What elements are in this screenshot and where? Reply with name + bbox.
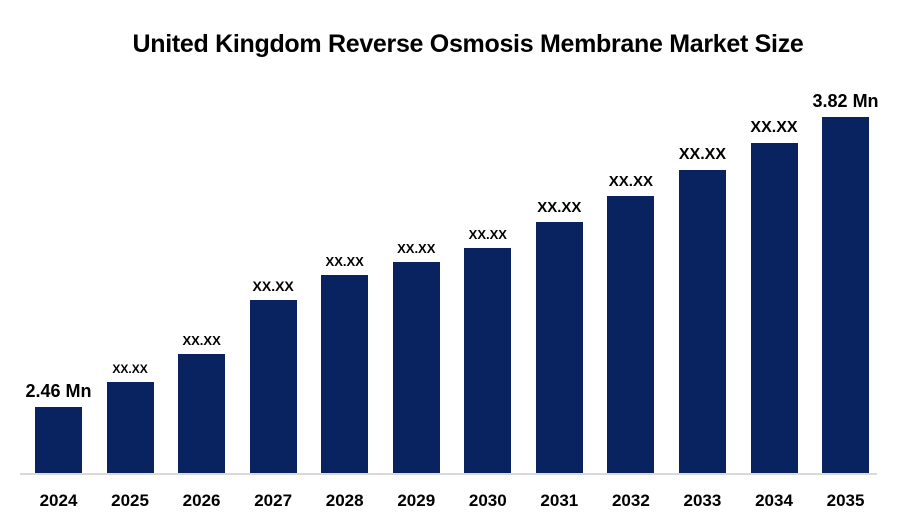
bar <box>535 222 583 473</box>
bar-value-label: XX.XX <box>750 119 798 136</box>
x-axis-label: 2029 <box>397 491 436 510</box>
bar-group-2024: 2.46 Mn 2024 <box>25 0 91 525</box>
bar <box>178 354 226 473</box>
bar-value-label: XX.XX <box>537 199 582 216</box>
bar <box>249 300 297 473</box>
bar <box>607 196 655 473</box>
bar <box>464 248 512 473</box>
bar-value-label: XX.XX <box>397 241 436 256</box>
x-axis-label: 2031 <box>540 491 579 510</box>
bar-group-2032: XX.XX 2032 <box>607 0 655 525</box>
x-axis-line <box>20 473 877 475</box>
bar <box>678 170 726 473</box>
bar-value-label: XX.XX <box>608 173 653 190</box>
bar-value-label: XX.XX <box>678 146 727 163</box>
x-axis-label: 2032 <box>611 491 650 510</box>
bar-value-label: 2.46 Mn <box>25 381 92 401</box>
bar-group-2027: XX.XX 2027 <box>249 0 297 525</box>
bar-value-label: XX.XX <box>252 278 294 294</box>
bar-group-2030: XX.XX 2030 <box>464 0 512 525</box>
x-axis-label: 2027 <box>254 491 293 510</box>
x-axis-label: 2034 <box>755 491 793 510</box>
bar-value-label: XX.XX <box>182 333 221 348</box>
bar-group-2031: XX.XX 2031 <box>535 0 583 525</box>
bar-value-label: XX.XX <box>468 227 507 242</box>
x-axis-label: 2028 <box>325 491 364 510</box>
bar-group-2034: XX.XX 2034 <box>750 0 798 525</box>
bar <box>321 275 369 473</box>
bar-value-label: 3.82 Mn <box>812 91 879 111</box>
bar-group-2033: XX.XX 2033 <box>679 0 726 525</box>
bar-value-label: XX.XX <box>325 254 364 269</box>
x-axis-label: 2026 <box>182 491 221 510</box>
bar <box>750 143 798 473</box>
x-axis-label: 2030 <box>468 491 507 510</box>
bar-group-2028: XX.XX 2028 <box>321 0 369 525</box>
bar-group-2026: XX.XX 2026 <box>178 0 226 525</box>
bar <box>35 407 82 473</box>
chart-title: United Kingdom Reverse Osmosis Membrane … <box>132 30 804 58</box>
x-axis-label: 2035 <box>826 491 865 510</box>
bar-value-label: XX.XX <box>112 362 148 376</box>
bar <box>822 117 870 473</box>
bar-group-2025: XX.XX 2025 <box>106 0 154 525</box>
x-axis-label: 2033 <box>683 491 722 510</box>
bar <box>392 262 440 473</box>
bar-group-2029: XX.XX 2029 <box>392 0 440 525</box>
bar <box>106 382 154 473</box>
x-axis-label: 2024 <box>39 491 78 510</box>
bar-group-2035: 3.82 Mn 2035 <box>813 0 879 525</box>
x-axis-label: 2025 <box>111 491 149 510</box>
